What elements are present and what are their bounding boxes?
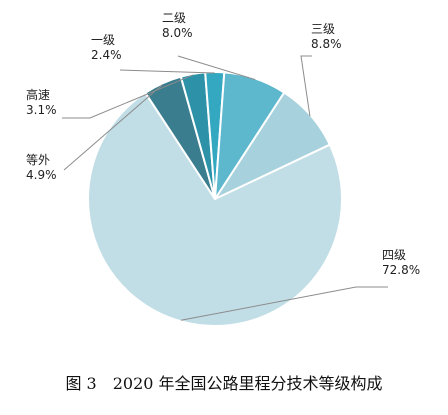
slice-name-label-grade-1: 一级 [91, 33, 115, 47]
slice-percent-label-substandard: 4.9% [26, 168, 57, 182]
pie-slice-grade-4 [87, 91, 343, 327]
leaders-layer [62, 55, 388, 321]
slice-name-label-grade-4: 四级 [382, 248, 406, 262]
leader-line-grade-1 [119, 69, 215, 74]
slice-percent-label-grade-4: 72.8% [382, 263, 420, 277]
slice-percent-label-grade-1: 2.4% [91, 48, 122, 62]
leader-line-grade-4 [180, 286, 388, 321]
slice-name-label-substandard: 等外 [26, 153, 50, 167]
slice-name-label-grade-3: 三级 [311, 22, 335, 36]
figure-caption: 图 3 2020 年全国公路里程分技术等级构成 [65, 374, 383, 393]
slice-percent-label-grade-3: 8.8% [311, 37, 342, 51]
slice-name-label-expressway: 高速 [26, 87, 50, 102]
slice-percent-label-expressway: 3.1% [26, 103, 57, 117]
slice-percent-label-grade-2: 8.0% [162, 26, 193, 40]
leader-line-substandard [63, 83, 164, 171]
slice-name-label-grade-2: 二级 [162, 11, 186, 25]
slices-layer [87, 70, 343, 327]
leader-line-expressway [62, 74, 194, 119]
pie-slice-grade-2 [214, 71, 286, 200]
leader-line-grade-2 [177, 55, 256, 81]
leader-line-grade-3 [300, 55, 312, 117]
